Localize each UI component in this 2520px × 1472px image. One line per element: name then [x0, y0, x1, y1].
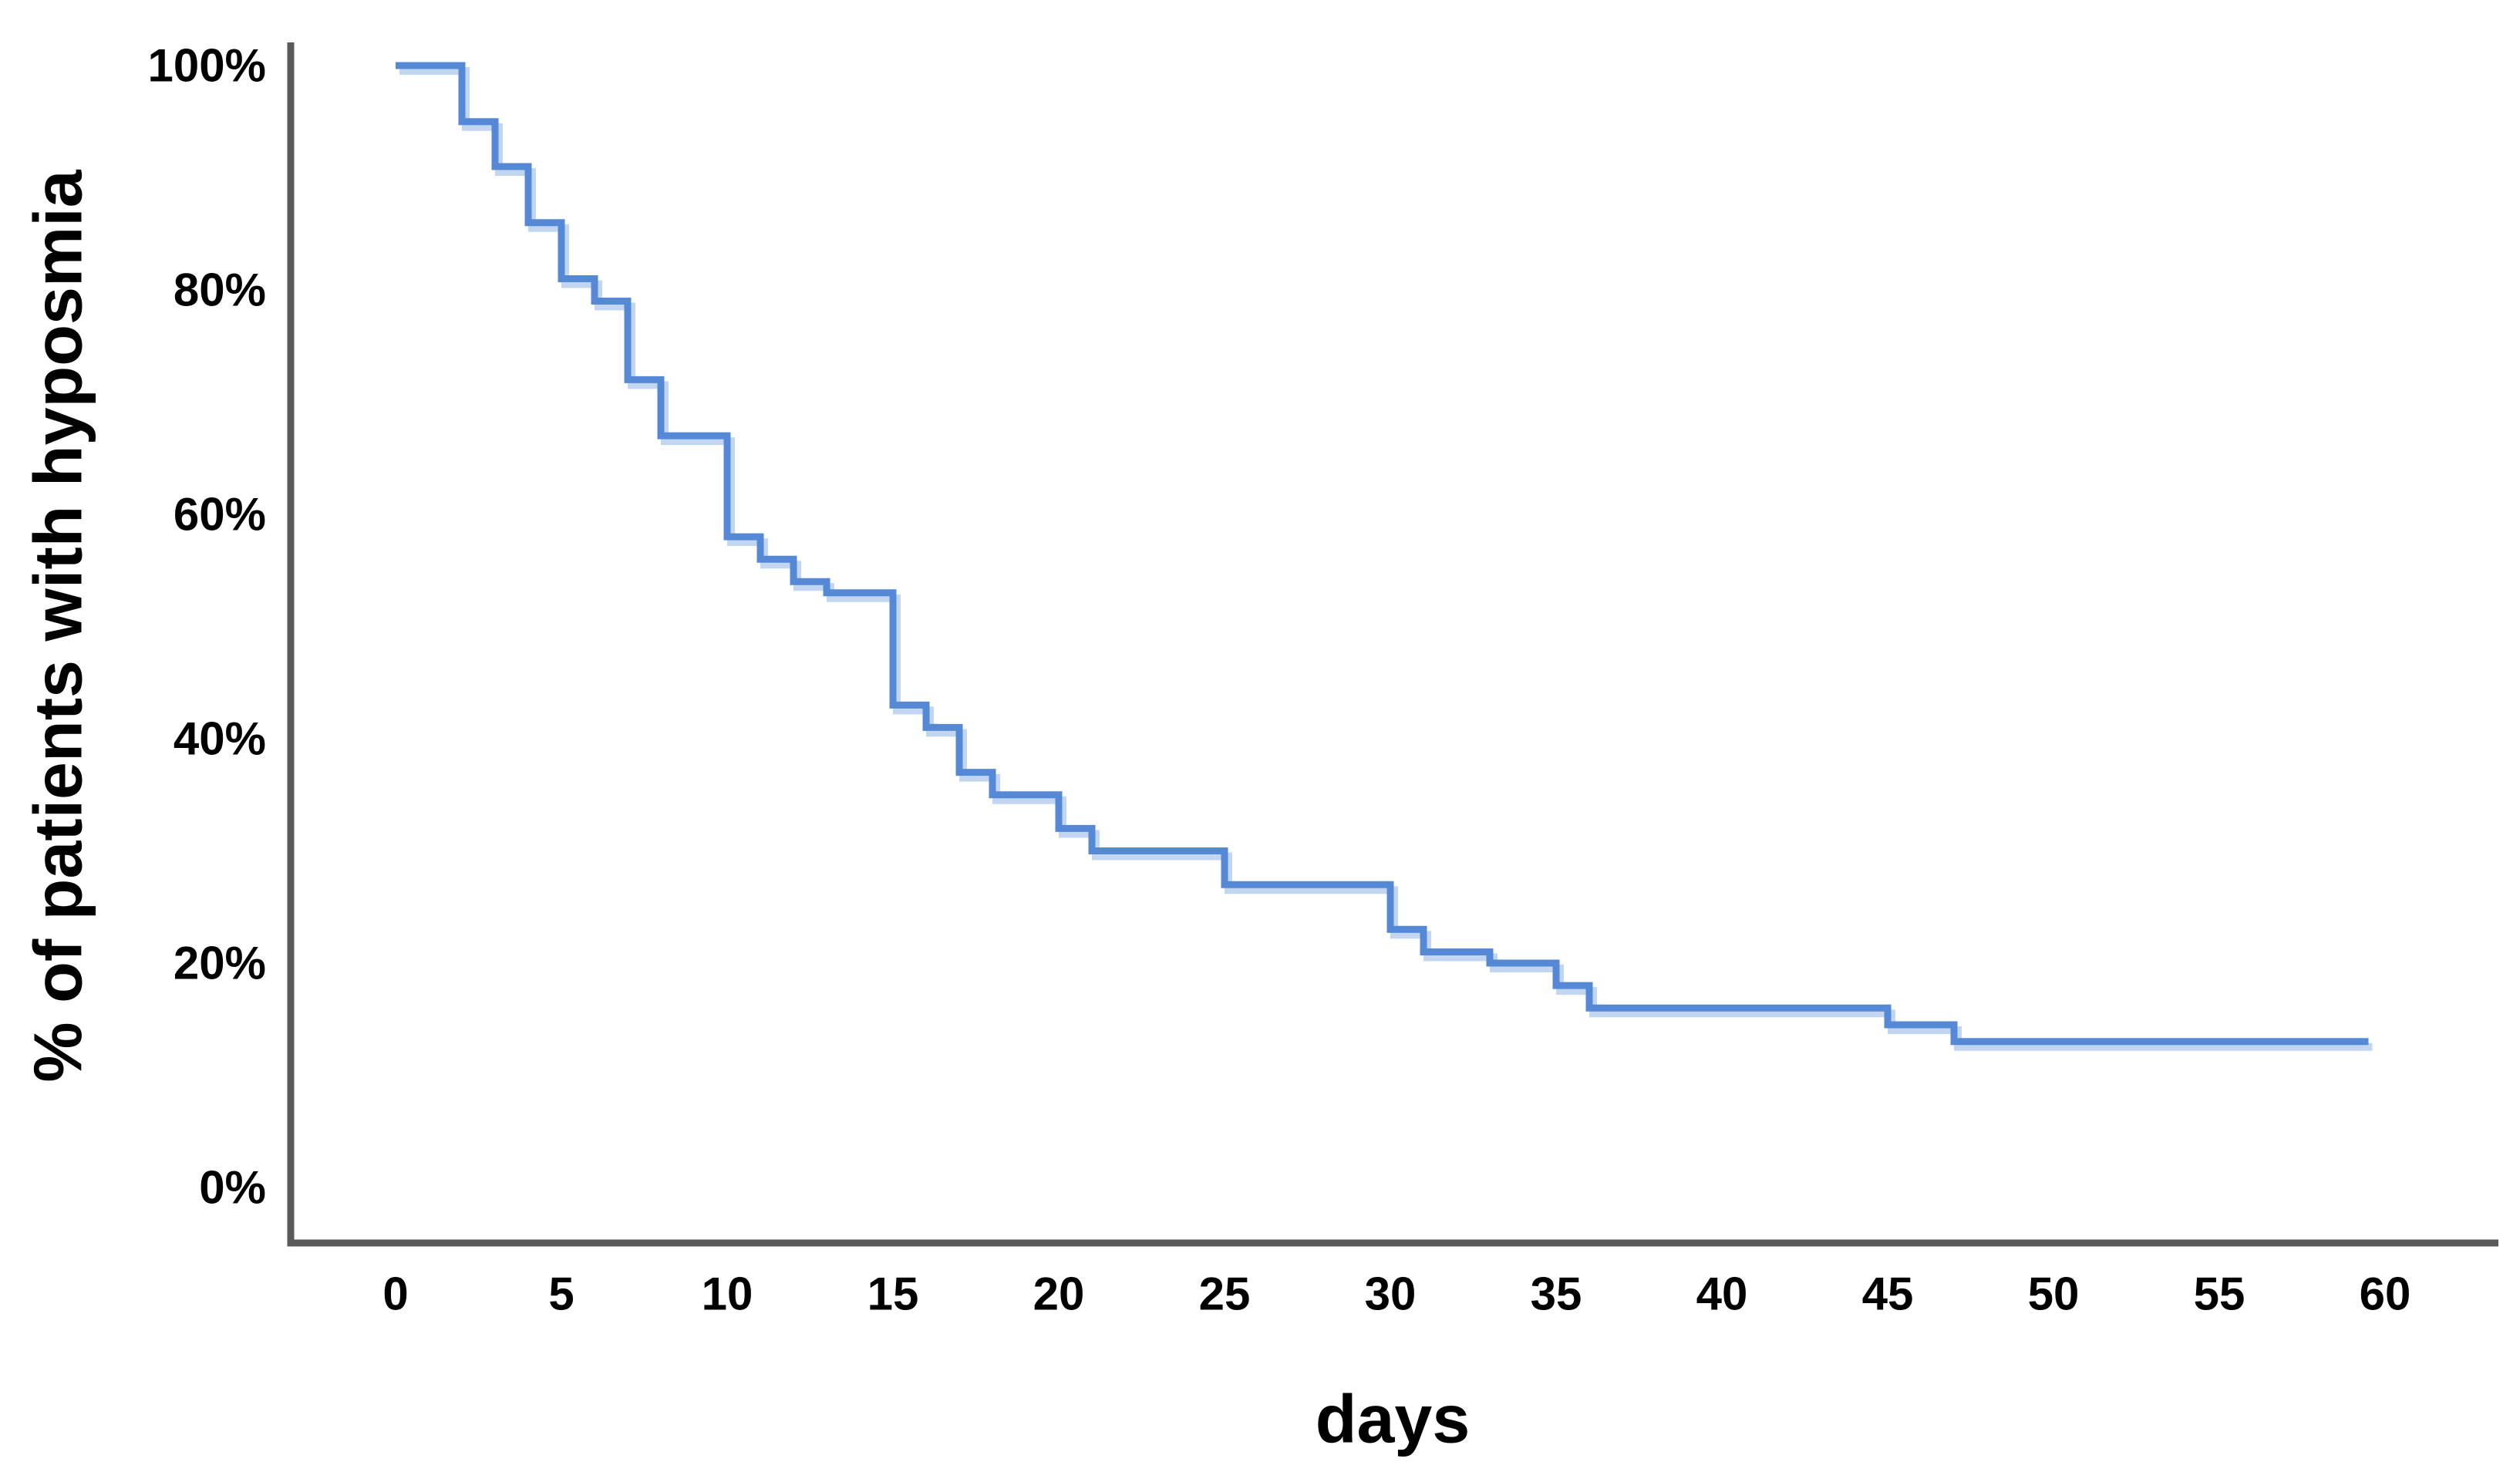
y-axis-tick-labels: 0% 20% 40% 60% 80% 100%: [148, 40, 266, 1214]
y-tick-label: 40%: [174, 713, 266, 765]
y-tick-label: 80%: [174, 264, 266, 316]
y-axis-title: % of patients with hyposmia: [20, 169, 96, 1082]
y-tick-label: 0%: [199, 1162, 266, 1214]
x-tick-label: 40: [1696, 1268, 1748, 1320]
x-tick-label: 55: [2194, 1268, 2245, 1320]
x-tick-label: 10: [702, 1268, 753, 1320]
y-tick-label: 60%: [174, 489, 266, 541]
x-axis-tick-labels: 0 5 10 15 20 25 30 35 40 45 50 55 60: [382, 1268, 2411, 1320]
x-tick-label: 20: [1033, 1268, 1085, 1320]
survival-curve: [396, 62, 2369, 1046]
x-tick-label: 5: [548, 1268, 574, 1320]
x-axis-title: days: [1316, 1381, 1471, 1457]
y-tick-label: 20%: [174, 938, 266, 989]
x-tick-label: 25: [1199, 1268, 1251, 1320]
x-tick-label: 45: [1862, 1268, 1914, 1320]
x-tick-label: 30: [1365, 1268, 1417, 1320]
x-tick-label: 60: [2360, 1268, 2411, 1320]
survival-curve-halo: [399, 67, 2373, 1051]
x-tick-label: 35: [1531, 1268, 1582, 1320]
x-tick-label: 0: [382, 1268, 408, 1320]
x-tick-label: 15: [868, 1268, 919, 1320]
axis-frame: [287, 42, 2498, 1247]
x-tick-label: 50: [2028, 1268, 2080, 1320]
y-tick-label: 100%: [148, 40, 266, 92]
